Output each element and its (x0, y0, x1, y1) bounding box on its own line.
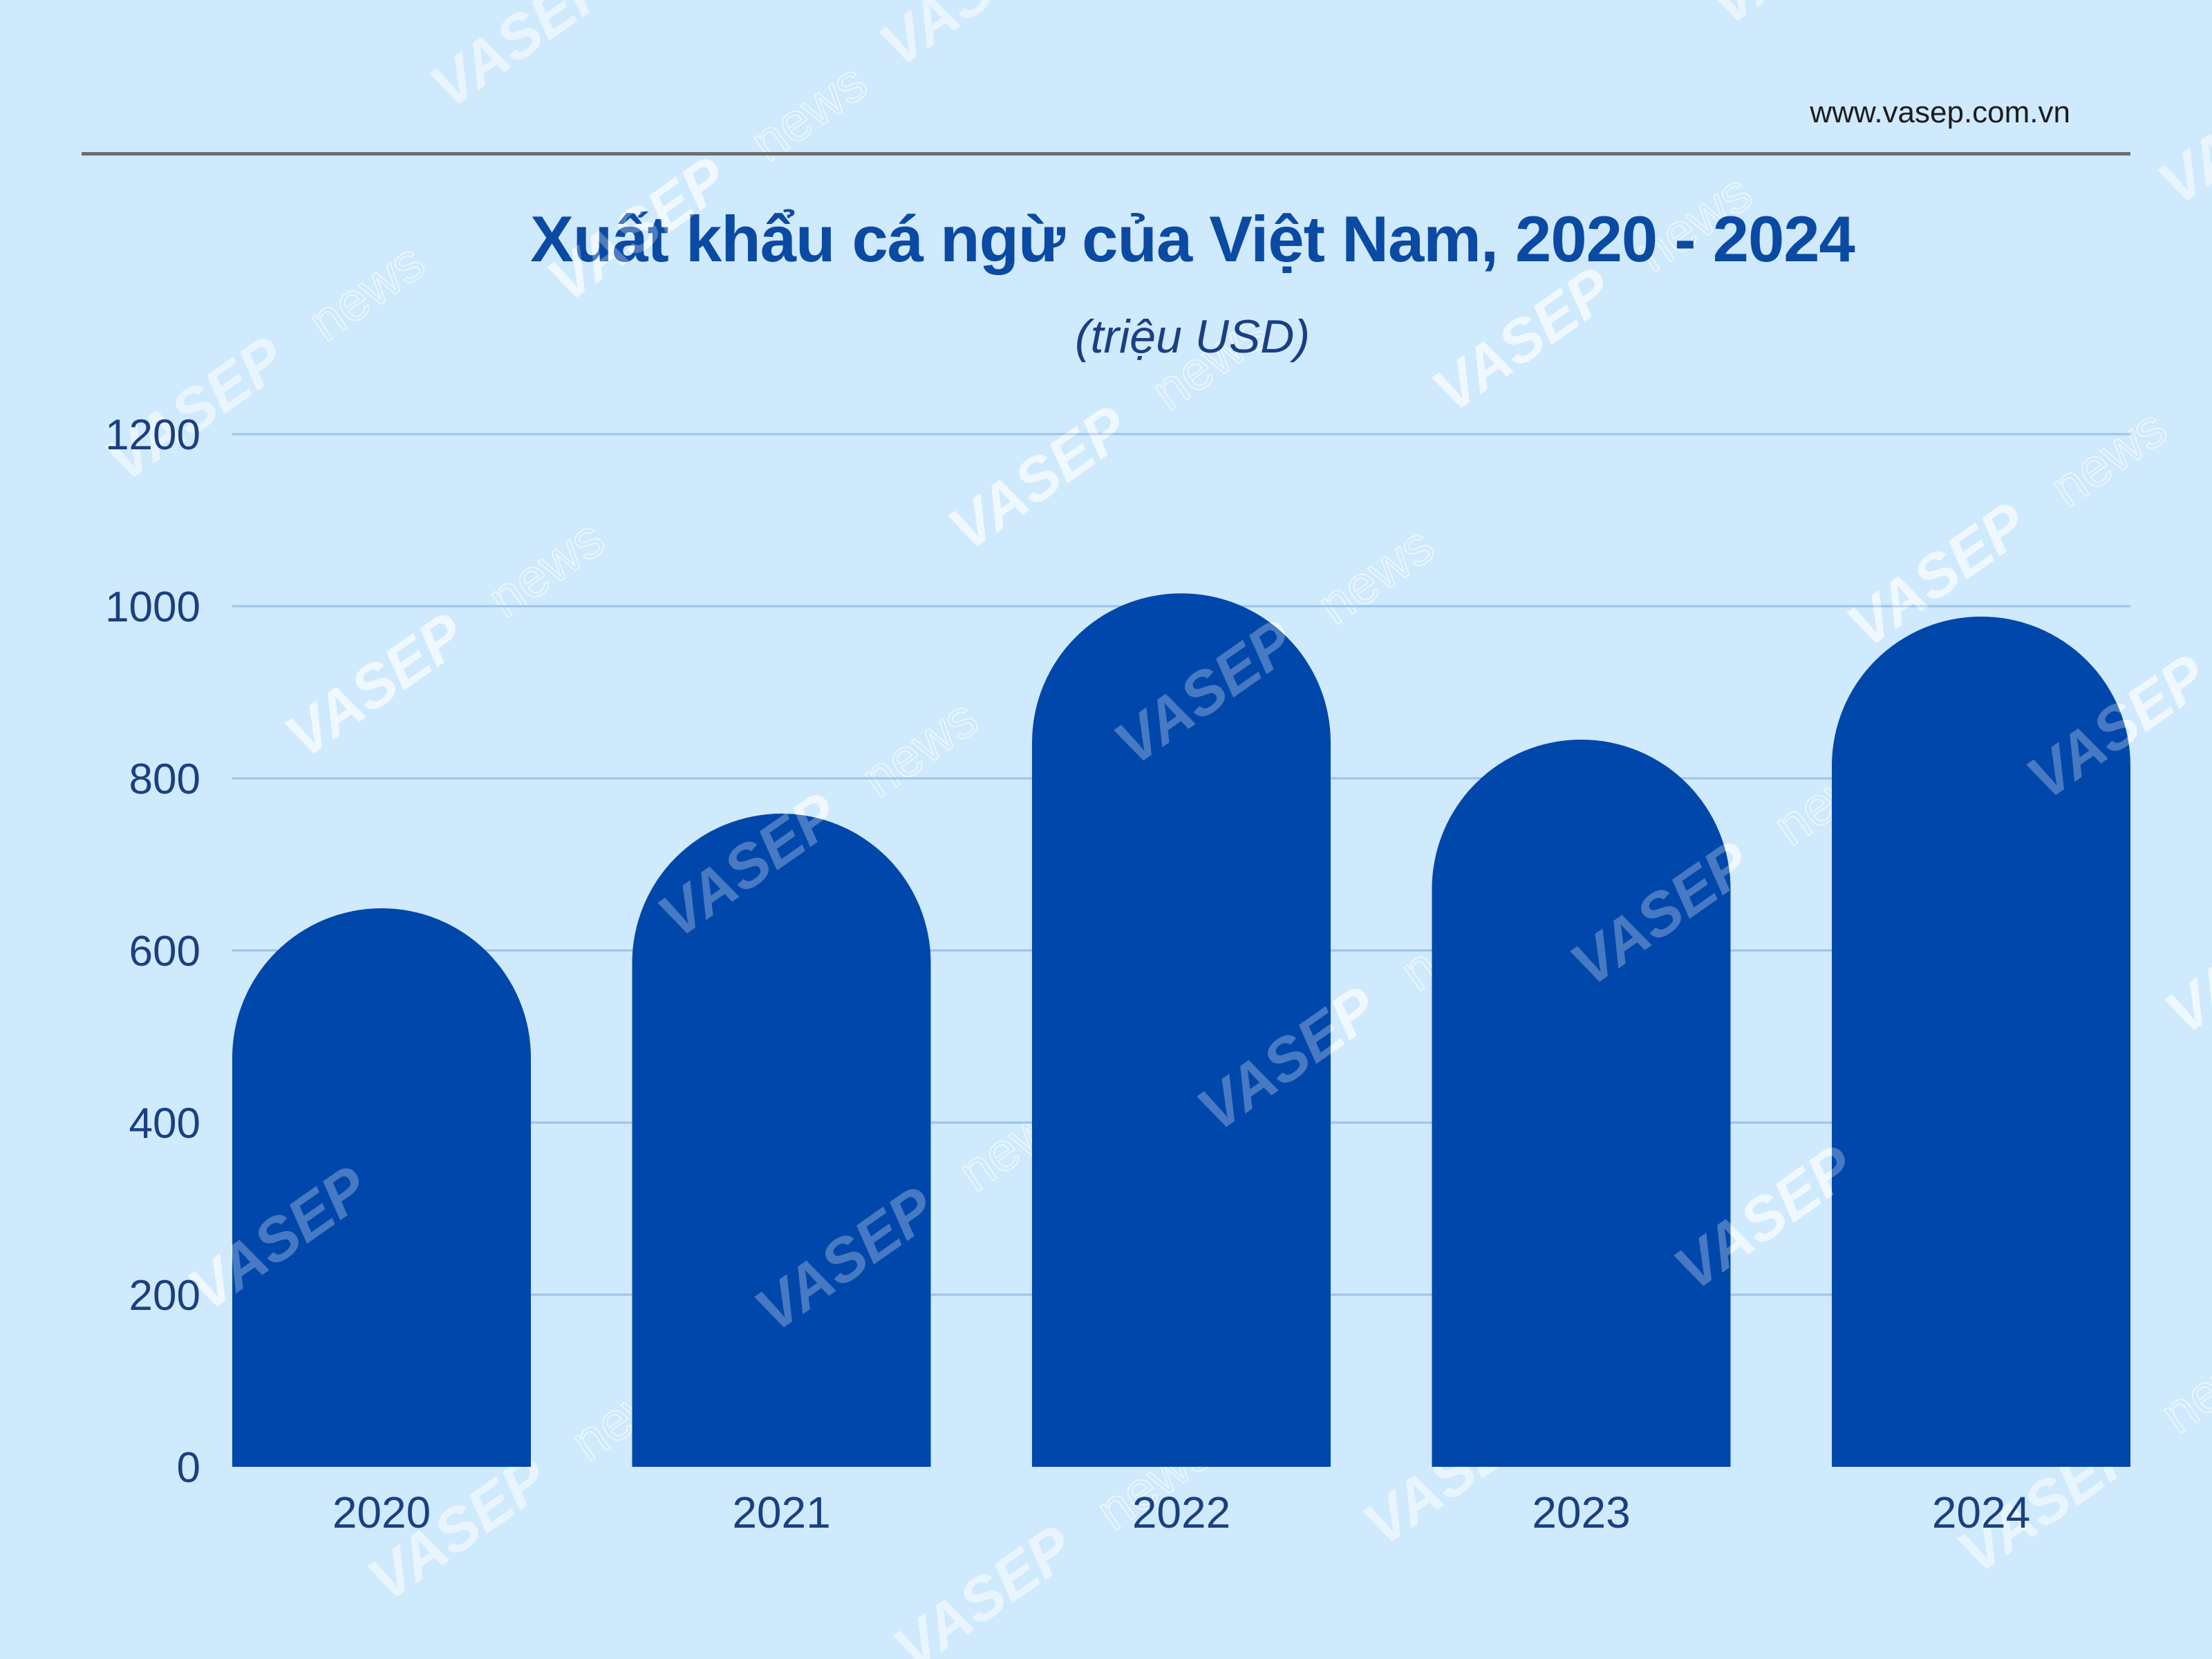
watermark-overlay-mark: VASEP (272, 599, 477, 771)
x-tick-label: 2024 (1932, 1488, 2030, 1537)
x-tick-label: 2021 (732, 1488, 830, 1537)
y-tick-label: 600 (129, 928, 200, 975)
watermark-overlay-brand: VASEP (936, 392, 1141, 564)
watermark-overlay-mark: VASEP (535, 143, 740, 315)
y-tick-label: 1200 (105, 411, 200, 459)
watermark-overlay-brand: VASEP (272, 599, 477, 771)
bar-2023 (1432, 739, 1731, 1467)
bar-2024 (1832, 616, 2130, 1467)
header-divider (82, 152, 2130, 156)
watermark-overlay-brand: VASEP (1420, 254, 1624, 426)
bar-2020 (232, 908, 531, 1467)
watermark-overlay-brand: VASEP (535, 143, 740, 315)
x-tick-label: 2020 (332, 1488, 431, 1537)
chart-subtitle: (triệu USD) (1074, 310, 1311, 363)
y-tick-label: 0 (177, 1444, 200, 1492)
x-tick-label: 2022 (1132, 1488, 1230, 1537)
y-tick-label: 1000 (105, 583, 200, 631)
y-tick-label: 400 (129, 1100, 200, 1147)
y-tick-label: 800 (129, 756, 200, 803)
y-tick-label: 200 (129, 1272, 200, 1320)
chart-title: Xuất khẩu cá ngừ của Việt Nam, 2020 - 20… (530, 203, 1855, 275)
bar-2021 (632, 814, 931, 1467)
x-tick-label: 2023 (1532, 1488, 1630, 1537)
watermark-overlay-mark: VASEP (2153, 876, 2212, 1048)
watermark-overlay-brand: VASEP (2153, 876, 2212, 1048)
watermark-overlay-mark: VASEP (1420, 254, 1624, 426)
website-url: www.vasep.com.vn (1810, 95, 2070, 129)
bar-2022 (1032, 593, 1331, 1467)
watermark-overlay-mark: VASEP (936, 392, 1141, 564)
